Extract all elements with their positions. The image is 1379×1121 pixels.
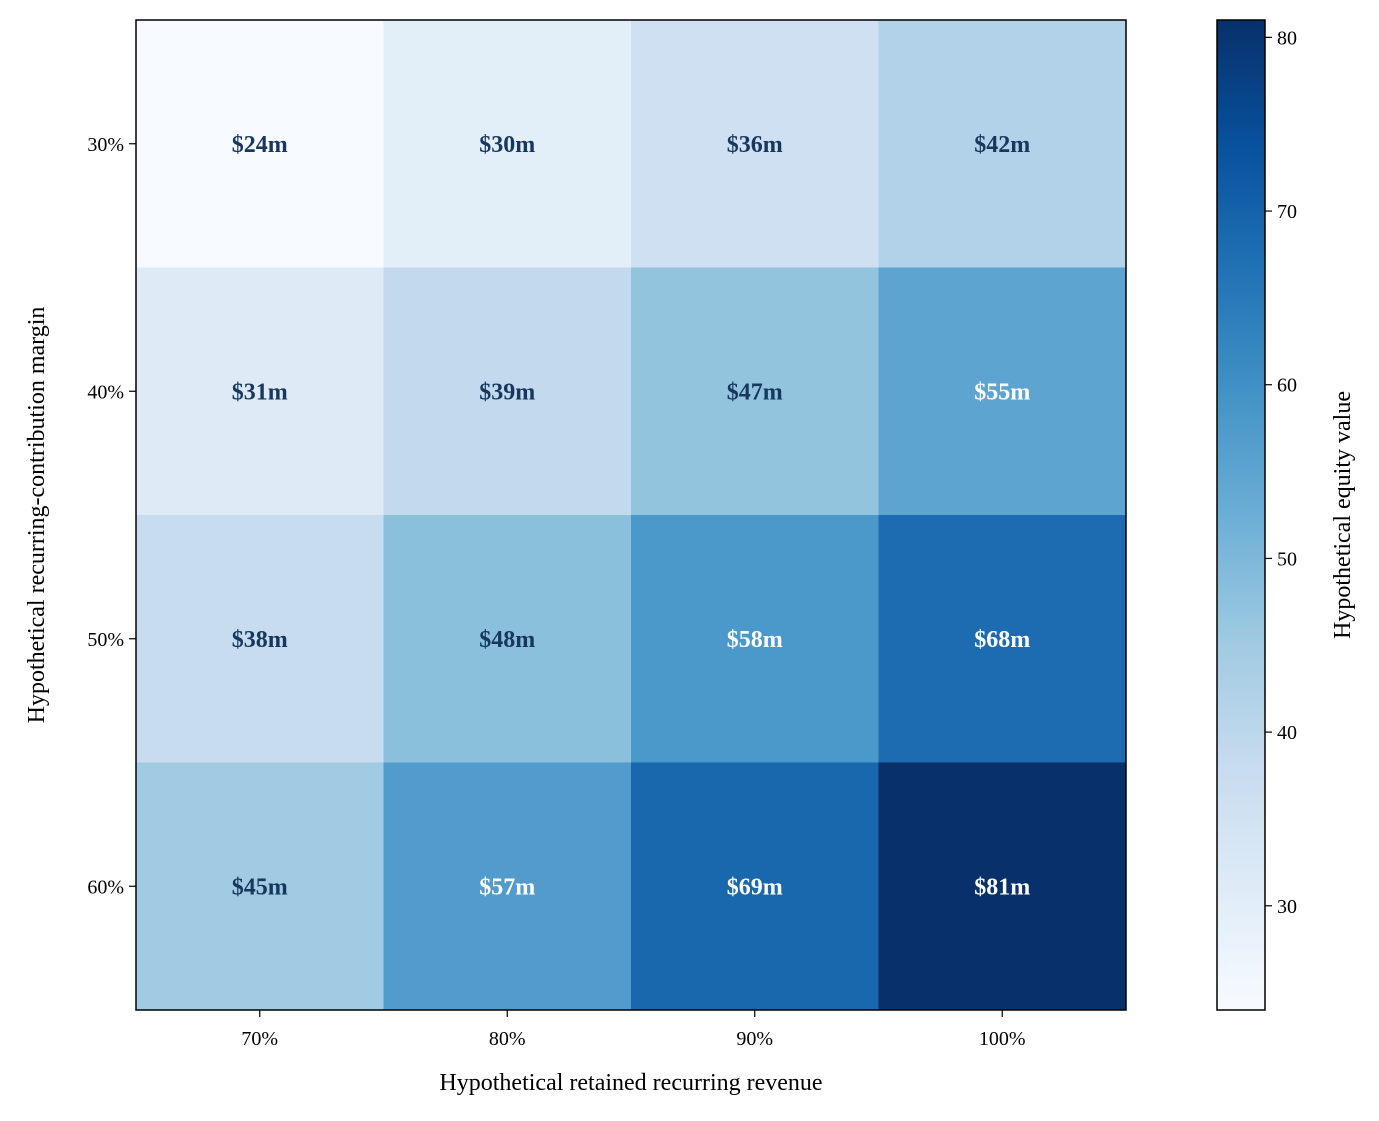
heatmap-cell [383, 515, 632, 763]
heatmap-cell [631, 762, 879, 1011]
cell-value-label: $36m [727, 132, 783, 158]
heatmap-cell [631, 267, 879, 516]
cell-value-label: $81m [974, 874, 1030, 900]
cell-value-label: $38m [232, 627, 288, 653]
cell-value-label: $42m [974, 132, 1030, 158]
heatmap-cell [136, 20, 384, 268]
x-tick-label: 70% [241, 1028, 278, 1050]
cell-value-label: $31m [232, 379, 288, 405]
colorbar-tick-label: 60 [1277, 375, 1297, 397]
plot-frame [135, 19, 1127, 1011]
colorbar-tick-label: 30 [1277, 896, 1297, 918]
colorbar-frame [1216, 19, 1266, 1011]
cell-value-label: $47m [727, 379, 783, 405]
cell-value-label: $69m [727, 874, 783, 900]
heatmap-cell [136, 515, 384, 763]
y-tick-label: 30% [87, 134, 124, 156]
x-axis-ticks: 70% 80% 90% 100% [241, 1010, 1026, 1050]
heatmap-cell [878, 267, 1127, 516]
heatmap-cell [136, 267, 384, 516]
colorbar-tick-label: 80 [1277, 27, 1297, 49]
heatmap-cell-labels: $24m $30m $36m $42m $31m $39m $47m $55m $38m $48m… [232, 132, 1031, 901]
y-axis-label: Hypothetical recurring-contribution marg… [24, 307, 50, 724]
heatmap-cell [631, 515, 879, 763]
y-axis-ticks: 30% 40% 50% 60% [87, 134, 136, 898]
heatmap-cell [878, 762, 1127, 1011]
y-tick-label: 40% [87, 381, 124, 403]
cell-value-label: $45m [232, 874, 288, 900]
cell-value-label: $68m [974, 627, 1030, 653]
colorbar-gradient [1217, 20, 1265, 1010]
x-tick-label: 100% [979, 1028, 1026, 1050]
y-tick-label: 60% [87, 876, 124, 898]
heatmap-cells [136, 20, 1127, 1011]
heatmap-cell [383, 762, 632, 1011]
x-tick-label: 80% [489, 1028, 526, 1050]
heatmap-cell [631, 20, 879, 268]
cell-value-label: $57m [479, 874, 535, 900]
y-tick-label: 50% [87, 629, 124, 651]
cell-value-label: $58m [727, 627, 783, 653]
cell-value-label: $48m [479, 627, 535, 653]
colorbar-tick-label: 70 [1277, 201, 1297, 223]
colorbar-tick-label: 40 [1277, 722, 1297, 744]
cell-value-label: $30m [479, 132, 535, 158]
colorbar-tick-label: 50 [1277, 548, 1297, 570]
heatmap-cell [383, 267, 632, 516]
cell-value-label: $24m [232, 132, 288, 158]
heatmap-cell [878, 515, 1127, 763]
colorbar-label: Hypothetical equity value [1330, 391, 1356, 639]
cell-value-label: $39m [479, 379, 535, 405]
colorbar-ticks: 30 40 50 60 70 80 [1265, 27, 1297, 918]
x-axis-label: Hypothetical retained recurring revenue [439, 1070, 822, 1096]
heatmap-cell [136, 762, 384, 1011]
x-tick-label: 90% [736, 1028, 773, 1050]
heatmap-cell [878, 20, 1127, 268]
cell-value-label: $55m [974, 379, 1030, 405]
heatmap-cell [383, 20, 632, 268]
